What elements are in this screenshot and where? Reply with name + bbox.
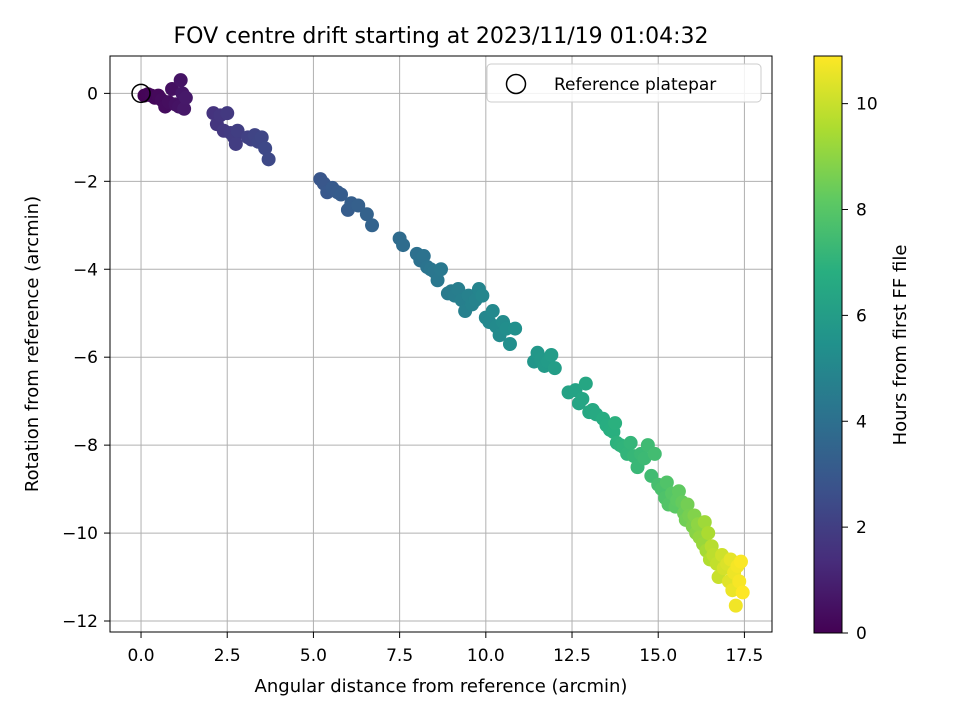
data-point (680, 497, 695, 512)
data-point (547, 361, 562, 376)
data-point (351, 198, 366, 213)
data-point (416, 249, 431, 264)
data-point (434, 262, 448, 277)
data-point (578, 376, 593, 391)
colorbar-label: Hours from first FF file (890, 245, 911, 446)
data-point (396, 238, 411, 253)
data-point (258, 141, 273, 156)
data-point (732, 574, 747, 589)
colorbar-tick-label: 8 (856, 201, 867, 221)
data-point (254, 130, 269, 145)
y-axis-ticks: 0 −2 −4 −6 −8 −10 −12 (62, 84, 110, 632)
legend-open-circle-icon (505, 73, 527, 95)
data-point (697, 515, 712, 530)
data-point (647, 446, 662, 461)
data-point (659, 475, 674, 490)
colorbar-tick-label: 0 (856, 624, 867, 644)
colorbar-gradient (814, 56, 842, 633)
x-tick-label: 0.0 (128, 646, 155, 666)
chart-title: FOV centre drift starting at 2023/11/19 … (174, 24, 709, 49)
colorbar-tick-label: 10 (856, 95, 878, 115)
y-tick-label: −10 (62, 524, 98, 544)
data-point (728, 598, 743, 613)
x-tick-label: 12.5 (553, 646, 591, 666)
plot-area (109, 55, 773, 633)
data-point (451, 282, 466, 297)
data-point (359, 207, 374, 222)
y-tick-label: −6 (73, 348, 98, 368)
colorbar-frame (813, 55, 843, 634)
x-tick-label: 5.0 (300, 646, 327, 666)
data-point (365, 218, 380, 233)
data-point (623, 435, 638, 450)
data-point (485, 304, 500, 319)
x-tick-label: 10.0 (467, 646, 505, 666)
data-point (544, 347, 559, 362)
legend: Reference platepar (486, 63, 762, 103)
data-point (671, 484, 686, 499)
data-point (230, 123, 245, 138)
data-point (733, 554, 748, 569)
data-point (261, 152, 276, 167)
data-point (608, 416, 623, 431)
data-point (220, 106, 235, 121)
colorbar-tick-label: 2 (856, 518, 867, 538)
x-axis-label: Angular distance from reference (arcmin) (255, 676, 628, 697)
data-point (508, 321, 523, 336)
data-point (701, 526, 716, 541)
y-tick-label: −4 (73, 260, 98, 280)
x-axis-ticks: 0.0 2.5 5.0 7.5 10.0 12.5 15.0 17.5 (128, 632, 763, 666)
x-tick-label: 7.5 (386, 646, 413, 666)
x-tick-label: 2.5 (214, 646, 241, 666)
data-point (502, 337, 517, 351)
x-tick-label: 17.5 (725, 646, 763, 666)
y-tick-label: −2 (73, 172, 98, 192)
colorbar: 0 2 4 6 8 10 Hours from first FF file (813, 55, 911, 644)
data-point (475, 288, 490, 303)
legend-entry-label: Reference platepar (554, 75, 716, 95)
colorbar-ticks: 0 2 4 6 8 10 (842, 95, 878, 644)
x-tick-label: 15.0 (639, 646, 677, 666)
data-point (334, 187, 349, 202)
data-points (137, 73, 750, 613)
data-point (178, 90, 193, 105)
reference-platepar-marker (131, 83, 151, 104)
legend-box (486, 63, 762, 103)
y-tick-label: −8 (73, 436, 98, 456)
plot-frame (109, 55, 773, 633)
grid (110, 56, 772, 632)
data-point (575, 391, 590, 406)
data-point (735, 585, 750, 600)
data-point (430, 273, 445, 288)
data-point (177, 101, 192, 116)
y-axis-label: Rotation from reference (arcmin) (22, 196, 43, 492)
y-tick-label: 0 (87, 84, 98, 104)
colorbar-tick-label: 4 (856, 412, 867, 432)
data-point (228, 136, 243, 151)
plot-background (110, 56, 772, 632)
colorbar-tick-label: 6 (856, 306, 867, 326)
data-point (173, 73, 188, 88)
y-tick-label: −12 (62, 612, 98, 632)
